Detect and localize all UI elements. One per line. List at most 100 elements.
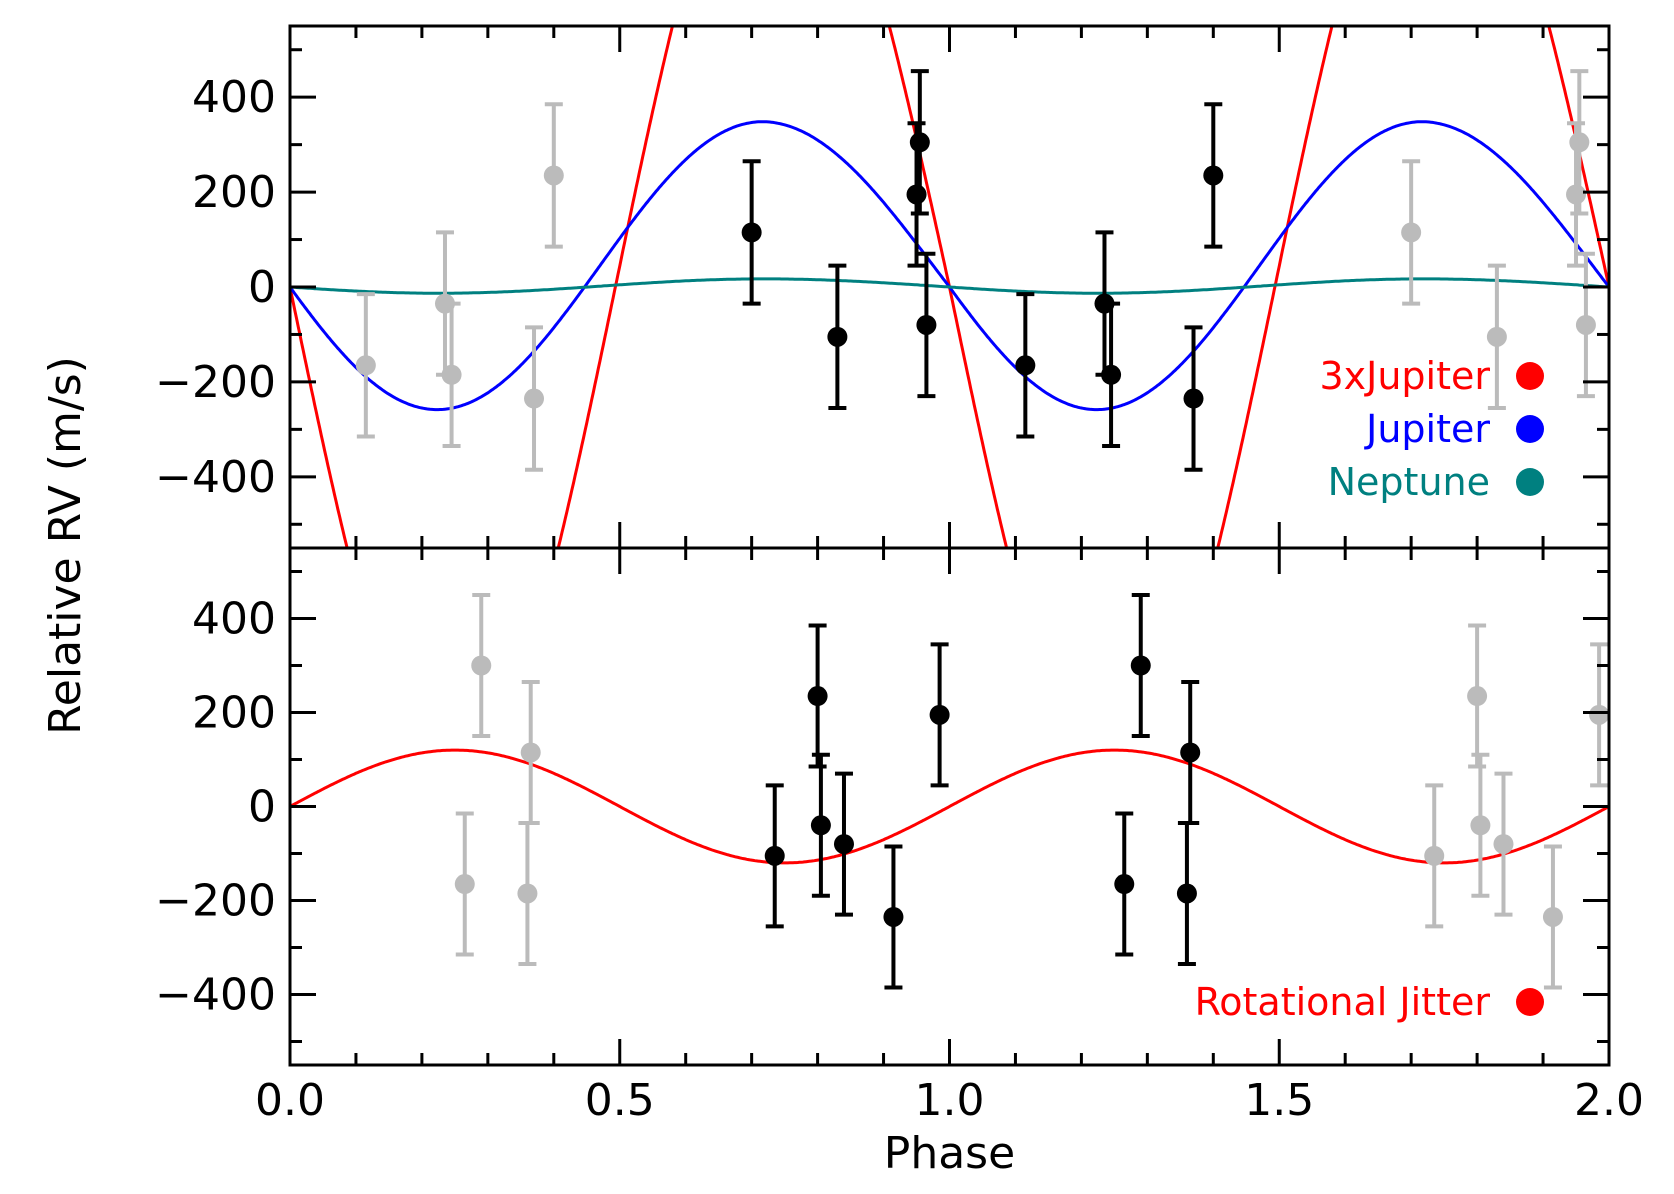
- data-marker: [833, 834, 854, 855]
- data-marker: [929, 704, 950, 725]
- bottom-legend-marker: [1516, 988, 1544, 1016]
- bottom-repeat-point: [1542, 844, 1563, 990]
- top-repeat-point: [1401, 159, 1422, 306]
- bottom-primary-point: [1180, 679, 1201, 825]
- data-marker: [764, 845, 785, 866]
- top-legend-marker: [1516, 415, 1544, 443]
- top-primary-point: [916, 251, 937, 399]
- y-axis-title: Relative RV (m/s): [40, 356, 91, 735]
- top-primary-point: [1183, 325, 1204, 472]
- data-marker: [1401, 222, 1422, 243]
- data-marker: [543, 165, 564, 186]
- data-marker: [441, 364, 462, 385]
- data-marker: [1467, 686, 1488, 707]
- bottom-repeat-point: [1467, 623, 1488, 769]
- data-marker: [1569, 132, 1590, 153]
- top-repeat-point: [1569, 69, 1590, 216]
- bottom-y-tick-label: 0: [248, 782, 276, 833]
- bottom-y-tick-label: 200: [192, 688, 276, 739]
- bottom-primary-point: [1114, 811, 1135, 957]
- data-marker: [1542, 906, 1563, 927]
- data-marker: [1101, 364, 1122, 385]
- top-legend-marker: [1516, 468, 1544, 496]
- x-tick-label: 1.0: [915, 1075, 985, 1126]
- data-marker: [1575, 314, 1596, 335]
- bottom-y-tick-label: 400: [192, 594, 276, 645]
- data-marker: [1183, 388, 1204, 409]
- top-legend-3xjupiter: 3xJupiter: [1319, 354, 1490, 398]
- top-primary-point: [1203, 102, 1224, 249]
- top-repeat-point: [355, 292, 376, 439]
- data-marker: [916, 314, 937, 335]
- data-marker: [1114, 874, 1135, 895]
- data-marker: [355, 355, 376, 376]
- data-marker: [827, 326, 848, 347]
- x-axis-title: Phase: [884, 1128, 1015, 1179]
- top-primary-point: [909, 69, 930, 216]
- top-repeat-point: [1575, 251, 1596, 399]
- bottom-curve-rotational-jitter: [290, 748, 1609, 865]
- top-repeat-point: [1486, 263, 1507, 411]
- x-tick-label: 0.5: [585, 1075, 655, 1126]
- data-marker: [1130, 655, 1151, 676]
- x-tick-label: 0.0: [255, 1075, 325, 1126]
- x-tick-label: 1.5: [1244, 1075, 1314, 1126]
- data-marker: [1180, 742, 1201, 763]
- x-tick-label: 2.0: [1574, 1075, 1644, 1126]
- bottom-repeat-point: [454, 811, 475, 957]
- top-repeat-point: [524, 325, 545, 472]
- bottom-primary-point: [883, 844, 904, 990]
- top-y-tick-label: 400: [192, 72, 276, 123]
- data-marker: [883, 906, 904, 927]
- data-marker: [517, 883, 538, 904]
- bottom-primary-point: [807, 623, 828, 769]
- top-primary-point: [741, 159, 762, 306]
- bottom-repeat-point: [471, 593, 492, 738]
- data-marker: [1566, 184, 1587, 205]
- top-repeat-point: [543, 102, 564, 249]
- top-y-tick-label: 200: [192, 167, 276, 218]
- top-y-tick-label: 0: [248, 262, 276, 313]
- data-marker: [1015, 355, 1036, 376]
- data-marker: [807, 686, 828, 707]
- top-y-tick-label: −400: [155, 452, 276, 503]
- bottom-primary-point: [810, 752, 831, 898]
- bottom-repeat-point: [1589, 642, 1609, 788]
- data-marker: [520, 742, 541, 763]
- bottom-repeat-point: [1493, 771, 1514, 917]
- top-primary-point: [1015, 292, 1036, 439]
- bottom-primary-point: [929, 642, 950, 788]
- bottom-y-tick-label: −200: [155, 876, 276, 927]
- data-marker: [906, 184, 927, 205]
- data-marker: [454, 874, 475, 895]
- data-marker: [810, 815, 831, 836]
- data-marker: [1589, 704, 1609, 725]
- data-marker: [1424, 845, 1445, 866]
- bottom-primary-point: [1130, 593, 1151, 738]
- top-repeat-point: [441, 301, 462, 448]
- top-legend-neptune: Neptune: [1328, 460, 1490, 504]
- data-marker: [471, 655, 492, 676]
- data-marker: [1176, 883, 1197, 904]
- data-marker: [524, 388, 545, 409]
- bottom-y-tick-label: −400: [155, 970, 276, 1021]
- bottom-legend-rotational-jitter: Rotational Jitter: [1195, 980, 1491, 1024]
- bottom-repeat-point: [1424, 783, 1445, 929]
- bottom-primary-point: [833, 771, 854, 917]
- data-marker: [1470, 815, 1491, 836]
- bottom-repeat-point: [520, 679, 541, 825]
- top-primary-point: [827, 263, 848, 411]
- top-legend-jupiter: Jupiter: [1364, 407, 1490, 451]
- data-marker: [1203, 165, 1224, 186]
- top-y-tick-label: −200: [155, 357, 276, 408]
- data-marker: [909, 132, 930, 153]
- bottom-repeat-point: [1470, 752, 1491, 898]
- bottom-primary-point: [764, 783, 785, 929]
- top-primary-point: [1101, 301, 1122, 448]
- data-marker: [1493, 834, 1514, 855]
- top-curve-neptune: [290, 277, 1609, 295]
- data-marker: [741, 222, 762, 243]
- data-marker: [1486, 326, 1507, 347]
- top-legend-marker: [1516, 362, 1544, 390]
